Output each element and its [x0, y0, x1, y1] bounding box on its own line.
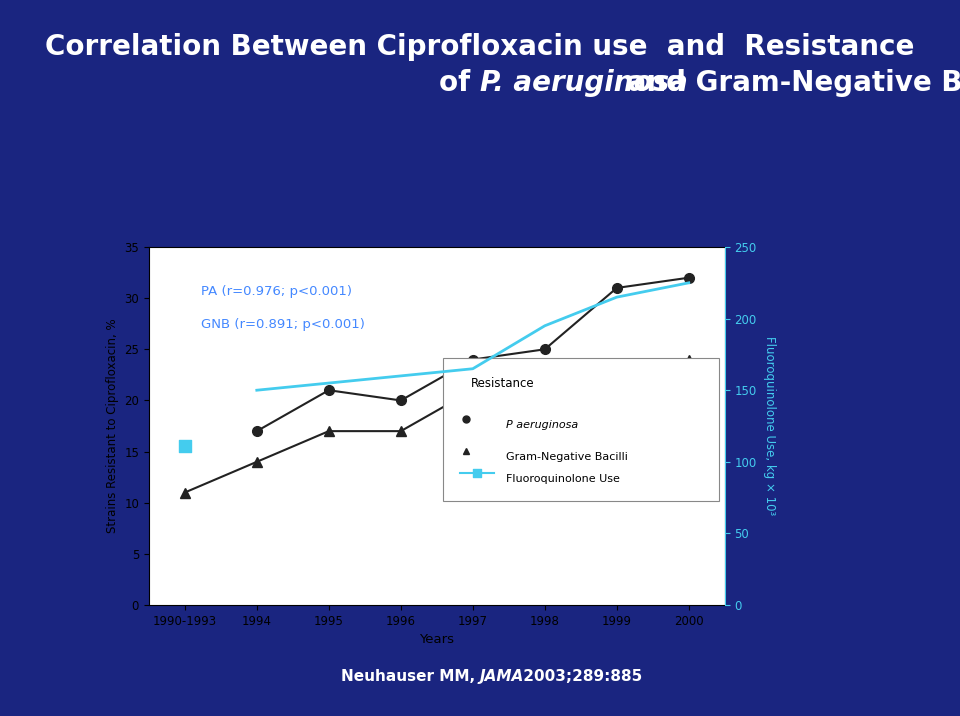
FancyBboxPatch shape — [443, 358, 719, 501]
Text: GNB (r=0.891; p<0.001): GNB (r=0.891; p<0.001) — [201, 318, 365, 331]
Y-axis label: Fluoroquinolone Use, kg × 10³: Fluoroquinolone Use, kg × 10³ — [763, 337, 777, 516]
Text: Fluoroquinolone Use: Fluoroquinolone Use — [506, 473, 620, 483]
Text: Gram-Negative Bacilli: Gram-Negative Bacilli — [506, 452, 628, 462]
Text: Resistance: Resistance — [471, 377, 535, 390]
Text: P aeruginosa: P aeruginosa — [506, 420, 578, 430]
Y-axis label: Strains Resistant to Ciprofloxacin, %: Strains Resistant to Ciprofloxacin, % — [106, 319, 119, 533]
Text: PA (r=0.976; p<0.001): PA (r=0.976; p<0.001) — [201, 286, 351, 299]
Text: Neuhauser MM,: Neuhauser MM, — [341, 669, 480, 684]
Text: 2003;289:885: 2003;289:885 — [518, 669, 642, 684]
Text: of: of — [439, 69, 480, 97]
Text: P. aeruginosa: P. aeruginosa — [480, 69, 688, 97]
X-axis label: Years: Years — [420, 633, 454, 647]
Point — [177, 441, 192, 453]
Text: Correlation Between Ciprofloxacin use  and  Resistance: Correlation Between Ciprofloxacin use an… — [45, 33, 915, 61]
Text: and Gram-Negative Bacilli  to FQ: and Gram-Negative Bacilli to FQ — [618, 69, 960, 97]
Point — [218, 596, 233, 607]
Text: JAMA: JAMA — [480, 669, 524, 684]
